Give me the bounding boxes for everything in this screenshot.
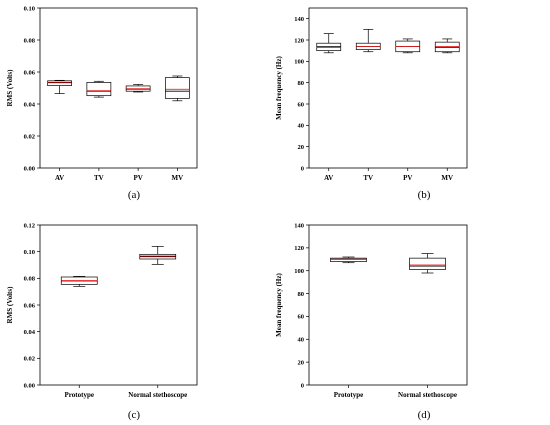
y-tick-label: 60	[298, 101, 305, 108]
x-tick-label: PV	[133, 174, 142, 182]
y-tick-label: 60	[298, 314, 305, 321]
y-tick-label: 120	[294, 245, 304, 252]
iqr-box	[86, 82, 112, 97]
y-tick-label: 0.08	[24, 276, 36, 283]
y-tick-label: 0.04	[24, 329, 36, 336]
x-tick-label: AV	[324, 174, 333, 182]
iqr-box	[409, 257, 446, 270]
y-tick-label: 0.00	[24, 382, 35, 389]
x-tick-label: Normal stethoscope	[128, 391, 187, 399]
y-tick-label: 100	[294, 268, 304, 275]
box-tv	[355, 28, 381, 53]
panel-label: (d)	[418, 409, 431, 421]
y-tick-label: 0.04	[24, 101, 36, 108]
panel-b: 0 20 40 60 80 100 120 140 Mean frequency (Hz) AV T…	[275, 7, 468, 201]
y-tick-label: 140	[294, 222, 304, 229]
box-mv	[434, 38, 460, 54]
box-normal-stethoscope	[139, 245, 177, 265]
y-tick-label: 120	[294, 37, 304, 44]
box-av	[47, 79, 72, 94]
box-prototype	[330, 256, 367, 264]
x-tick-label: Normal stethoscope	[398, 391, 457, 399]
y-tick-label: 100	[294, 59, 304, 66]
panel-label: (c)	[128, 409, 141, 421]
x-tick-label: MV	[441, 174, 453, 182]
panel-a: 0.00 0.02 0.04 0.06 0.08 0.10 RMS (Volts) AV TV P…	[6, 5, 198, 201]
y-axis-title: Mean frequency (Hz)	[275, 56, 283, 120]
box-pv	[395, 38, 421, 54]
panel-d: 0 20 40 60 80 100 120 140 Mean frequency (Hz) Pro…	[275, 222, 468, 421]
iqr-box	[165, 77, 190, 99]
y-tick-label: 80	[298, 291, 305, 298]
x-tick-label: MV	[172, 174, 184, 182]
box-av	[316, 33, 342, 54]
x-tick-label: PV	[403, 174, 412, 182]
y-tick-label: 140	[294, 16, 304, 23]
y-tick-label: 0.10	[24, 5, 35, 12]
y-tick-label: 0.06	[24, 302, 36, 309]
y-tick-label: 0	[301, 382, 304, 389]
y-axis-title: Mean frequency (Hz)	[275, 273, 283, 337]
iqr-box	[434, 41, 460, 53]
y-tick-label: 40	[298, 337, 305, 344]
plot-frame	[39, 224, 198, 386]
y-tick-label: 0.02	[24, 356, 35, 363]
x-tick-label: AV	[55, 174, 64, 182]
plot-frame	[39, 7, 198, 169]
iqr-box	[316, 42, 342, 52]
box-pv	[125, 84, 151, 93]
iqr-box	[47, 80, 72, 86]
box-tv	[86, 80, 112, 98]
panel-c: 0.00 0.02 0.04 0.06 0.08 0.10 0.12 RMS (Volts) P…	[6, 222, 198, 421]
y-tick-label: 0.10	[24, 249, 35, 256]
y-tick-label: 0	[301, 165, 304, 172]
y-tick-label: 0.08	[24, 37, 36, 44]
y-tick-label: 80	[298, 80, 305, 87]
y-tick-label: 40	[298, 123, 305, 130]
panel-label: (a)	[128, 189, 141, 201]
iqr-box	[330, 257, 367, 262]
x-tick-label: Prototype	[65, 391, 94, 399]
box-normal-stethoscope	[409, 253, 446, 274]
x-tick-label: TV	[94, 174, 104, 182]
y-tick-label: 20	[298, 359, 305, 366]
y-tick-label: 0.00	[24, 165, 35, 172]
y-tick-label: 0.12	[24, 222, 35, 229]
y-tick-label: 0.06	[24, 69, 36, 76]
x-tick-label: TV	[363, 174, 373, 182]
box-prototype	[60, 275, 98, 287]
plot-frame	[308, 224, 468, 386]
x-tick-label: Prototype	[334, 391, 363, 399]
y-axis-title: RMS (Volts)	[6, 286, 14, 324]
panel-label: (b)	[418, 189, 431, 201]
y-axis-title: RMS (Volts)	[6, 69, 14, 107]
plot-frame	[308, 7, 468, 169]
box-mv	[165, 75, 190, 102]
y-tick-label: 20	[298, 144, 305, 151]
y-tick-label: 0.02	[24, 133, 35, 140]
